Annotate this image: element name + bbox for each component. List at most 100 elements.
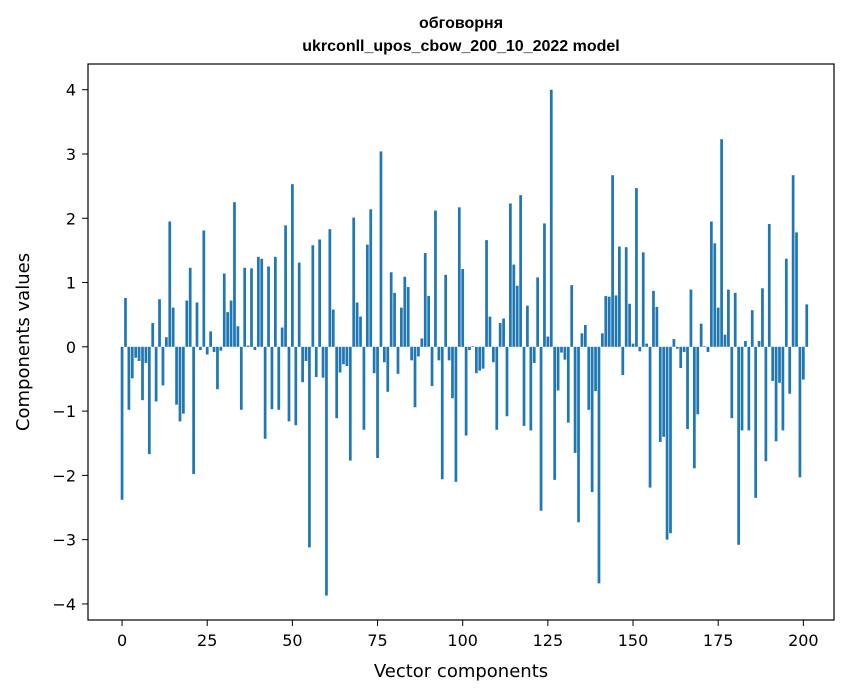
bar-17 — [178, 346, 182, 422]
x-tick-label: 75 — [367, 631, 387, 650]
bar-182 — [740, 346, 744, 431]
bar-143 — [607, 296, 611, 347]
bar-146 — [618, 246, 621, 347]
bar-173 — [710, 221, 713, 347]
bar-7 — [144, 346, 148, 363]
bar-90 — [427, 296, 431, 347]
bar-40 — [256, 256, 260, 347]
bar-48 — [284, 225, 287, 347]
bar-24 — [202, 230, 206, 347]
bar-147 — [621, 346, 625, 376]
bar-67 — [348, 346, 352, 461]
bar-5 — [137, 346, 141, 361]
bar-174 — [713, 243, 717, 347]
bar-79 — [389, 272, 393, 347]
bar-175 — [716, 307, 720, 347]
bar-55 — [308, 346, 311, 548]
bar-69 — [355, 302, 359, 347]
bar-75 — [376, 346, 379, 459]
bar-178 — [727, 289, 730, 347]
bar-116 — [515, 285, 519, 347]
bar-193 — [778, 346, 781, 383]
bar-122 — [536, 277, 540, 347]
bar-93 — [437, 346, 441, 361]
bar-115 — [512, 264, 516, 347]
bar-1 — [124, 297, 127, 347]
bar-114 — [509, 203, 512, 347]
bar-120 — [529, 346, 533, 431]
chart-subtitle: ukrconll_upos_cbow_200_10_2022 model — [302, 38, 619, 55]
bar-199 — [798, 346, 802, 478]
bar-72 — [365, 244, 369, 347]
bar-108 — [488, 316, 492, 347]
bar-196 — [788, 346, 792, 394]
bar-102 — [468, 346, 471, 351]
bar-103 — [471, 346, 475, 347]
bar-149 — [628, 303, 631, 347]
bar-128 — [556, 346, 560, 391]
bar-59 — [321, 346, 325, 378]
bar-134 — [577, 346, 580, 523]
bar-109 — [492, 346, 495, 363]
bar-200 — [801, 346, 805, 380]
y-tick-label: 4 — [66, 81, 76, 100]
bar-14 — [168, 221, 172, 347]
bar-76 — [379, 151, 383, 347]
bar-63 — [335, 346, 339, 419]
chart-title: обговорня — [419, 15, 503, 32]
bar-84 — [406, 287, 410, 347]
bar-47 — [280, 327, 284, 347]
bar-188 — [761, 288, 764, 347]
bar-56 — [311, 245, 315, 347]
bar-164 — [679, 346, 683, 369]
bar-50 — [291, 184, 294, 347]
bar-81 — [396, 346, 400, 374]
bar-57 — [314, 346, 318, 378]
bar-127 — [553, 346, 557, 480]
bar-194 — [781, 346, 785, 431]
x-tick-label: 150 — [618, 631, 649, 650]
bar-110 — [495, 346, 499, 430]
bar-190 — [767, 224, 771, 347]
bar-89 — [423, 252, 427, 347]
bar-13 — [164, 337, 168, 347]
bar-167 — [689, 289, 693, 347]
bar-68 — [352, 217, 356, 347]
bar-189 — [764, 346, 768, 462]
bar-32 — [229, 300, 233, 347]
bar-144 — [611, 175, 614, 347]
bar-12 — [161, 346, 165, 386]
bar-138 — [590, 346, 594, 493]
x-tick-label: 100 — [447, 631, 478, 650]
bar-163 — [675, 346, 679, 349]
x-tick-label: 50 — [282, 631, 302, 650]
bar-74 — [372, 346, 376, 374]
bar-37 — [246, 345, 250, 347]
bar-155 — [648, 346, 652, 488]
bar-161 — [669, 346, 672, 534]
bar-73 — [369, 209, 373, 347]
bar-60 — [325, 346, 328, 596]
bar-150 — [631, 343, 635, 347]
bar-117 — [519, 195, 522, 347]
bar-92 — [434, 210, 437, 347]
bar-172 — [706, 346, 710, 352]
y-tick-label: −1 — [52, 402, 76, 421]
bar-33 — [233, 202, 236, 347]
bar-43 — [267, 266, 270, 347]
bar-157 — [655, 306, 659, 347]
bar-15 — [171, 307, 175, 347]
bar-83 — [403, 276, 407, 347]
bar-39 — [253, 346, 257, 351]
bar-27 — [212, 346, 216, 352]
bar-125 — [546, 336, 550, 347]
bar-131 — [566, 346, 570, 423]
bar-77 — [382, 346, 386, 363]
bar-183 — [744, 341, 747, 347]
bar-8 — [147, 346, 151, 455]
bar-177 — [723, 334, 727, 347]
bar-154 — [645, 343, 649, 347]
bar-51 — [294, 346, 298, 426]
bar-181 — [737, 346, 740, 545]
